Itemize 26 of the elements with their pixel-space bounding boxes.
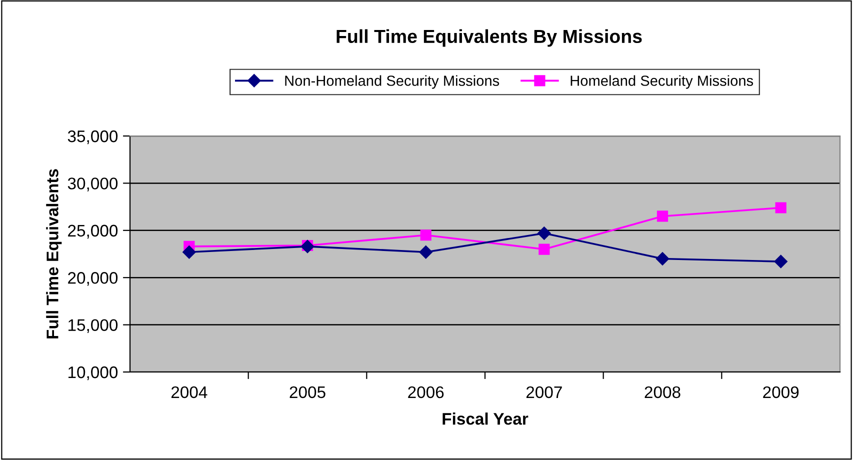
point <box>656 210 668 222</box>
x-tick-label: 2007 <box>526 386 562 398</box>
y-tick-label: 25,000 <box>68 224 118 239</box>
x-tick-label: 2004 <box>171 386 208 398</box>
x-tick-label: 2005 <box>290 386 326 398</box>
y-tick-label: 10,000 <box>68 366 118 380</box>
x-tick-label: 2008 <box>644 386 680 398</box>
point <box>419 246 432 259</box>
point <box>182 246 196 259</box>
legend-label: Homeland Security Missions <box>570 75 754 89</box>
chart-title: Full Time Equivalents By Missions <box>336 29 642 47</box>
y-axis-title: Full Time Equivalents <box>46 169 62 338</box>
point <box>538 226 551 240</box>
y-tick-label: 35,000 <box>68 130 118 144</box>
point <box>538 244 550 255</box>
point <box>775 202 786 214</box>
legend-label: Non-Homeland Security Missions <box>285 75 500 89</box>
y-tick-label: 15,000 <box>68 319 118 333</box>
x-tick-label: 2006 <box>408 386 444 398</box>
y-tick-label: 20,000 <box>68 272 118 286</box>
x-axis-title: Fiscal Year <box>442 412 528 425</box>
point <box>656 252 670 266</box>
point <box>420 230 432 241</box>
x-tick-label: 2009 <box>763 386 799 398</box>
y-tick-label: 30,000 <box>68 178 118 192</box>
point <box>774 254 788 268</box>
